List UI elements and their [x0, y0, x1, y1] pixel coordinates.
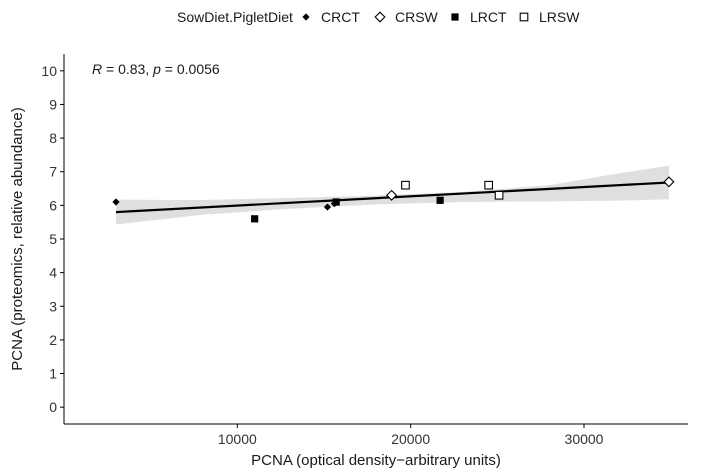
- y-tick-label-0: 0: [49, 399, 57, 415]
- y-tick-label-7: 7: [49, 164, 57, 180]
- data-points: [112, 176, 675, 223]
- legend-label-crct: CRCT: [321, 9, 360, 25]
- point-lrsw-2: [484, 180, 494, 190]
- point-lrct-1: [251, 215, 259, 223]
- y-tick-label-4: 4: [49, 265, 57, 281]
- p-label: p: [152, 61, 161, 77]
- legend-title: SowDiet.PigletDiet: [177, 9, 293, 25]
- legend: SowDiet.PigletDiet CRCT CRSW LRCT LRSW: [177, 9, 580, 25]
- tick-marks: 0 1 2 3 4 5 6 7 8 9 10 10000 20000 30000: [41, 63, 603, 447]
- point-lrct-2: [332, 198, 340, 206]
- legend-label-crsw: CRSW: [395, 9, 439, 25]
- correlation-annotation: R = 0.83, p = 0.0056: [92, 61, 220, 77]
- y-tick-label-1: 1: [49, 366, 57, 382]
- point-crsw-1: [386, 189, 398, 201]
- point-lrsw-3: [494, 190, 504, 200]
- x-tick-label-10000: 10000: [218, 431, 257, 447]
- y-tick-label-9: 9: [49, 96, 57, 112]
- p-value: = 0.0056: [161, 61, 220, 77]
- legend-key-crsw: [374, 11, 386, 23]
- y-tick-label-10: 10: [41, 63, 57, 79]
- point-lrct-3: [436, 196, 444, 204]
- x-axis-title: PCNA (optical density−arbitrary units): [251, 452, 501, 469]
- axes: [63, 54, 688, 425]
- point-crsw-2: [663, 176, 675, 188]
- x-tick-label-30000: 30000: [565, 431, 604, 447]
- legend-label-lrct: LRCT: [470, 9, 507, 25]
- y-axis-title: PCNA (proteomics, relative abundance): [9, 107, 26, 370]
- y-tick-label-5: 5: [49, 231, 57, 247]
- y-tick-label-8: 8: [49, 130, 57, 146]
- y-tick-label-6: 6: [49, 197, 57, 213]
- r-value: = 0.83,: [102, 61, 153, 77]
- legend-key-crct: [302, 13, 310, 21]
- point-lrsw-1: [401, 180, 410, 190]
- x-tick-label-20000: 20000: [391, 431, 430, 447]
- point-crct-2: [323, 203, 332, 211]
- legend-key-lrsw: [519, 12, 529, 22]
- legend-key-lrct: [451, 13, 459, 21]
- point-crct-1: [112, 198, 120, 206]
- legend-label-lrsw: LRSW: [539, 9, 580, 25]
- y-tick-label-2: 2: [49, 332, 57, 348]
- r-label: R: [92, 61, 102, 77]
- y-tick-label-3: 3: [49, 298, 57, 314]
